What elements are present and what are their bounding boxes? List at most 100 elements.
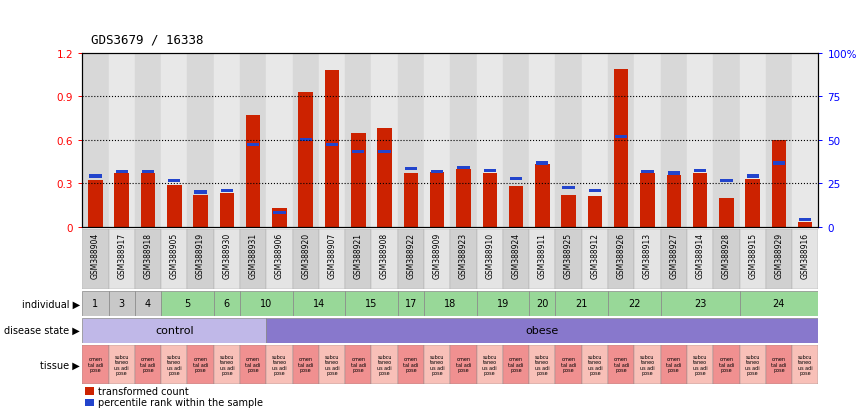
Text: GSM388912: GSM388912 (591, 232, 599, 278)
Text: subcu
taneo
us adi
pose: subcu taneo us adi pose (798, 354, 812, 375)
Bar (721, 179, 733, 183)
Bar (555, 54, 582, 227)
Text: GDS3679 / 16338: GDS3679 / 16338 (91, 33, 204, 46)
Text: omen
tal adi
pose: omen tal adi pose (456, 356, 471, 373)
Bar (272, 208, 287, 227)
Bar (483, 169, 496, 172)
Text: GSM388910: GSM388910 (485, 232, 494, 278)
Bar (529, 291, 555, 316)
Bar (372, 229, 397, 289)
Bar (214, 54, 240, 227)
Text: subcu
taneo
us adi
pose: subcu taneo us adi pose (588, 354, 602, 375)
Bar (555, 291, 608, 316)
Text: GSM388920: GSM388920 (301, 232, 310, 278)
Bar (352, 150, 365, 154)
Bar (766, 229, 792, 289)
Bar (424, 345, 450, 384)
Bar (378, 129, 391, 227)
Bar (431, 171, 443, 174)
Text: 23: 23 (694, 299, 707, 309)
Bar (746, 179, 759, 227)
Bar (614, 69, 629, 227)
Bar (404, 173, 418, 227)
Bar (346, 345, 372, 384)
Bar (792, 54, 818, 227)
Bar (740, 229, 766, 289)
Bar (82, 291, 108, 316)
Text: omen
tal adi
pose: omen tal adi pose (772, 356, 786, 373)
Text: subcu
taneo
us adi
pose: subcu taneo us adi pose (325, 354, 339, 375)
Text: subcu
taneo
us adi
pose: subcu taneo us adi pose (640, 354, 655, 375)
Text: individual ▶: individual ▶ (22, 299, 80, 309)
Bar (714, 345, 740, 384)
Bar (141, 173, 155, 227)
Bar (89, 175, 101, 178)
Bar (424, 291, 476, 316)
Text: GSM388911: GSM388911 (538, 232, 546, 278)
Bar (293, 54, 319, 227)
Text: GSM388909: GSM388909 (433, 232, 442, 278)
Bar (293, 229, 319, 289)
Bar (582, 345, 608, 384)
Bar (397, 291, 424, 316)
Bar (424, 54, 450, 227)
Text: 6: 6 (223, 299, 230, 309)
Text: control: control (155, 325, 194, 335)
Bar (693, 173, 708, 227)
Bar (714, 54, 740, 227)
Text: 10: 10 (260, 299, 273, 309)
Text: GSM388908: GSM388908 (380, 232, 389, 278)
Bar (187, 54, 214, 227)
Text: subcu
taneo
us adi
pose: subcu taneo us adi pose (535, 354, 550, 375)
Bar (792, 229, 818, 289)
Bar (214, 345, 240, 384)
Bar (240, 54, 267, 227)
Text: 20: 20 (536, 299, 548, 309)
Bar (135, 345, 161, 384)
Text: GSM388928: GSM388928 (722, 232, 731, 278)
Bar (608, 291, 661, 316)
Bar (267, 54, 293, 227)
Bar (661, 345, 687, 384)
Bar (293, 291, 346, 316)
Bar (450, 54, 476, 227)
Bar (503, 54, 529, 227)
Bar (766, 54, 792, 227)
Text: omen
tal adi
pose: omen tal adi pose (613, 356, 629, 373)
Bar (457, 166, 469, 169)
Bar (161, 291, 214, 316)
Bar (529, 229, 555, 289)
Bar (740, 291, 818, 316)
Bar (325, 71, 339, 227)
Bar (115, 171, 128, 174)
Text: GSM388904: GSM388904 (91, 232, 100, 278)
Text: omen
tal adi
pose: omen tal adi pose (666, 356, 682, 373)
Bar (510, 178, 522, 181)
Text: 4: 4 (145, 299, 151, 309)
Bar (372, 54, 397, 227)
Bar (430, 172, 444, 227)
Text: omen
tal adi
pose: omen tal adi pose (298, 356, 313, 373)
Bar (114, 173, 129, 227)
Text: subcu
taneo
us adi
pose: subcu taneo us adi pose (746, 354, 760, 375)
Bar (476, 345, 503, 384)
Text: GSM388930: GSM388930 (223, 232, 231, 278)
Text: GSM388916: GSM388916 (801, 232, 810, 278)
Text: GSM388919: GSM388919 (196, 232, 205, 278)
Bar (668, 172, 680, 175)
Text: GSM388921: GSM388921 (354, 232, 363, 278)
Text: subcu
taneo
us adi
pose: subcu taneo us adi pose (167, 354, 182, 375)
Text: GSM388922: GSM388922 (406, 232, 416, 278)
Bar (267, 345, 293, 384)
Bar (476, 54, 503, 227)
Text: GSM388907: GSM388907 (327, 232, 337, 278)
Text: omen
tal adi
pose: omen tal adi pose (351, 356, 366, 373)
Bar (450, 229, 476, 289)
Bar (792, 345, 818, 384)
Bar (563, 187, 575, 190)
Bar (220, 194, 234, 227)
Bar (582, 54, 608, 227)
Bar (195, 191, 207, 194)
Bar (351, 133, 365, 227)
Text: 24: 24 (772, 299, 785, 309)
